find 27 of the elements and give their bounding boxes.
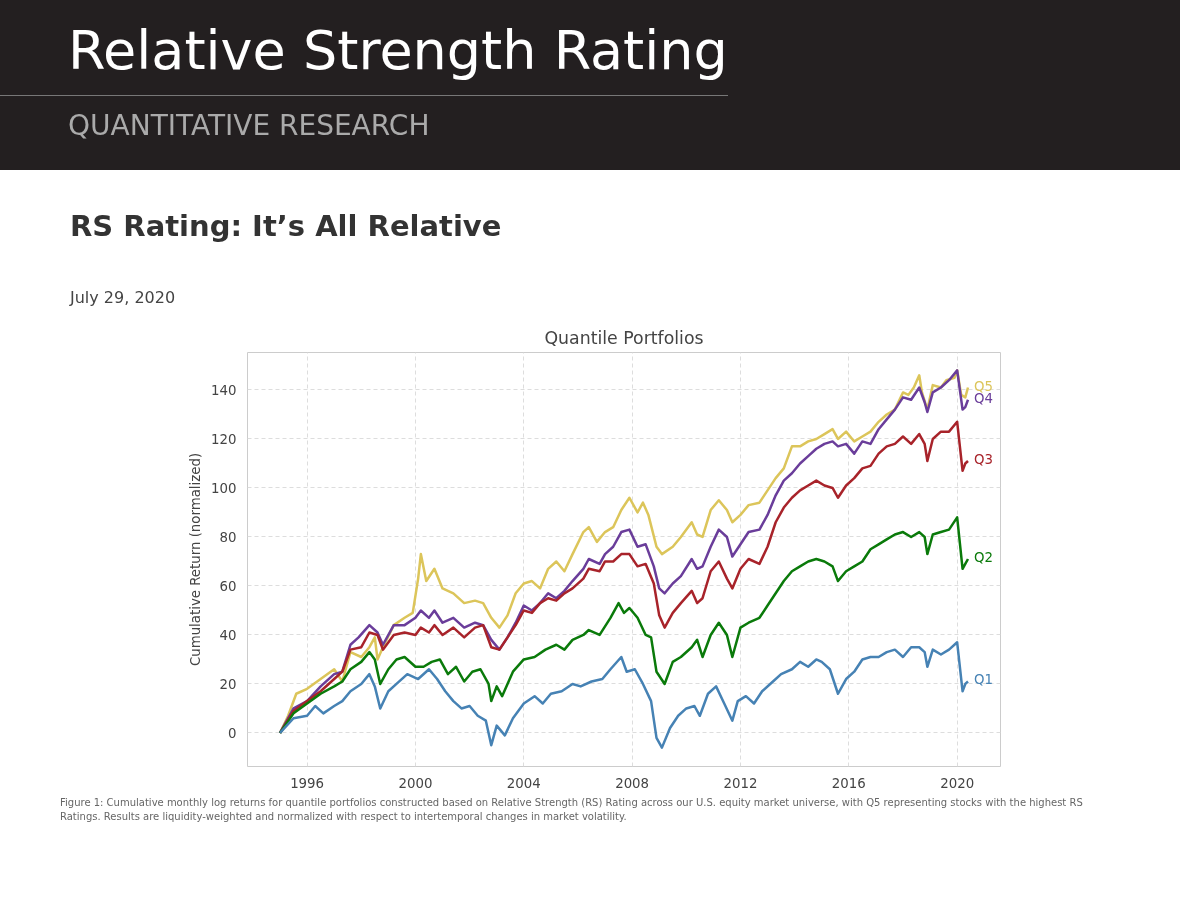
- x-tick-label: 2012: [723, 775, 758, 791]
- line-series: [278, 516, 970, 735]
- y-axis-title: Cumulative Return (normalized): [188, 452, 204, 667]
- y-tick-label: 0: [228, 725, 237, 741]
- y-tick-label: 100: [211, 480, 237, 496]
- text: July 29, 2020: [68, 287, 177, 310]
- y-tick-label: 140: [211, 382, 237, 398]
- x-tick-label: 1996: [290, 775, 325, 791]
- chart-title: Quantile Portfolios: [544, 327, 704, 348]
- series-label: Q1: [974, 672, 993, 688]
- x-tick-label: 2016: [831, 775, 866, 791]
- text: Relative Strength Rating: [0, 0, 728, 97]
- series-label: Q2: [974, 550, 993, 566]
- y-tick-label: 80: [219, 529, 237, 545]
- y-tick-label: 120: [211, 431, 237, 447]
- y-tick-label: 20: [219, 676, 237, 692]
- x-tick-label: 2004: [506, 775, 541, 791]
- x-tick-label: 2000: [398, 775, 433, 791]
- x-tick-label: 2020: [940, 775, 975, 791]
- series-label: Q3: [974, 452, 993, 468]
- caption: Figure 1: Cumulative monthly log returns for quantile portfolios constructed based on Relative Strength (RS) Rating across our U.S. equity market universe, with Q5 representing stocks with the highest RS Ratings. Results are liquidity-weighted and normalized with respect to intertemporal changes in market volatility.: [59, 796, 1084, 825]
- text: RS Rating: It’s All Relative: [69, 208, 502, 245]
- line-series: [278, 641, 970, 749]
- text: QUANTITATIVE RESEARCH: [67, 108, 431, 145]
- y-tick-label: 60: [219, 578, 237, 594]
- x-tick-label: 2008: [615, 775, 650, 791]
- y-tick-label: 40: [219, 627, 237, 643]
